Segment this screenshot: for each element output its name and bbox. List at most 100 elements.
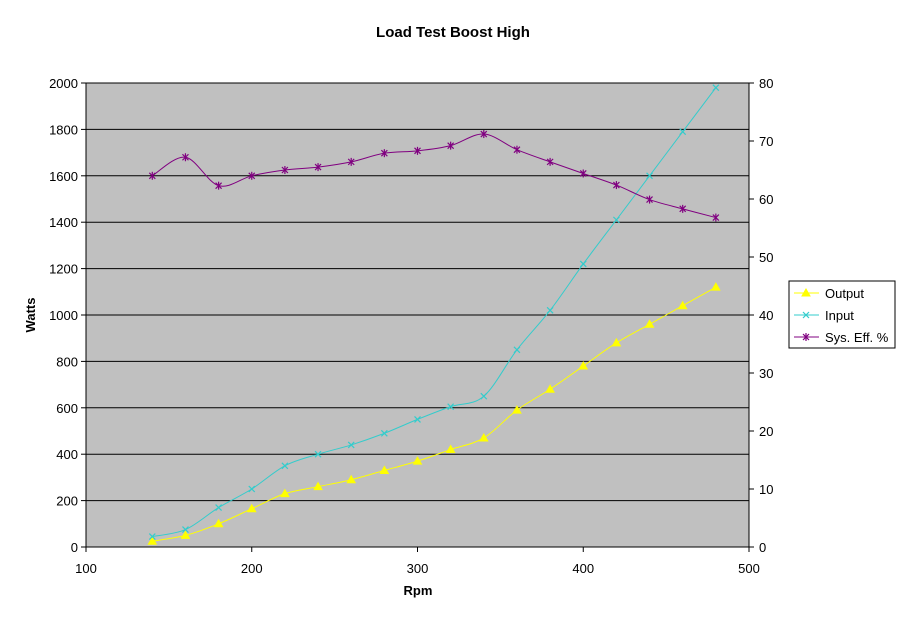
data-point-output [611, 337, 622, 347]
y-tick-label: 1200 [49, 262, 78, 277]
data-point-output [445, 444, 456, 454]
data-point-input [579, 260, 587, 268]
data-point-sys-eff [513, 145, 521, 154]
series-layer [147, 84, 721, 545]
data-point-sys-eff [646, 195, 653, 204]
data-point-input [513, 346, 521, 354]
data-point-sys-eff [347, 157, 355, 166]
data-point-input [215, 504, 223, 511]
data-point-output [677, 300, 688, 310]
legend: Output Input Sys. Eff. % [788, 280, 896, 349]
legend-label: Output [825, 286, 864, 301]
y-axis-label: Watts [23, 298, 38, 333]
data-point-sys-eff [314, 163, 322, 172]
data-point-output [412, 456, 423, 465]
legend-item-input: Input [794, 308, 854, 323]
y2-tick-label: 0 [759, 540, 766, 555]
data-point-sys-eff [215, 181, 223, 190]
y2-tick-label: 80 [759, 76, 773, 91]
x-tick-label: 200 [241, 561, 263, 576]
data-point-output [644, 319, 655, 328]
series-line-input [152, 87, 717, 538]
data-point-sys-eff [712, 213, 720, 222]
y2-tick-label: 30 [759, 366, 773, 381]
x-tick-label: 400 [572, 561, 594, 576]
legend-label: Input [825, 308, 854, 323]
data-point-sys-eff [414, 146, 421, 155]
data-point-input [447, 403, 455, 411]
legend-marker [802, 333, 810, 341]
data-point-input [414, 415, 421, 423]
data-point-sys-eff [182, 153, 189, 162]
legend-marker [802, 311, 810, 319]
legend-label: Sys. Eff. % [825, 330, 889, 345]
y2-axis-ticks: 0 10 20 30 40 50 60 70 80 [749, 76, 773, 555]
data-point-sys-eff [380, 149, 388, 158]
data-point-sys-eff [281, 166, 289, 174]
gridlines [86, 82, 749, 502]
data-point-sys-eff [579, 169, 587, 178]
y-tick-label: 800 [56, 354, 78, 369]
data-point-output [578, 361, 589, 370]
data-point-output [180, 530, 191, 539]
series-sys-eff [148, 130, 720, 222]
y-tick-label: 200 [56, 494, 78, 509]
data-point-output [213, 518, 224, 528]
legend-item-output: Output [794, 286, 864, 301]
data-point-output [313, 481, 323, 491]
x-axis-label: Rpm [404, 583, 433, 598]
data-point-input [182, 526, 189, 534]
y2-tick-label: 20 [759, 424, 773, 439]
data-point-output [280, 488, 290, 498]
series-line-sys-eff [152, 133, 716, 219]
data-point-input [712, 84, 720, 92]
data-point-sys-eff [447, 141, 455, 150]
y2-tick-label: 60 [759, 192, 773, 207]
data-point-input [679, 128, 687, 136]
data-point-input [380, 429, 388, 437]
data-point-output [710, 282, 721, 291]
x-tick-label: 100 [75, 561, 97, 576]
data-point-input [314, 450, 322, 458]
x-tick-label: 500 [738, 561, 760, 576]
x-axis-ticks: 100 200 300 400 500 [75, 547, 760, 576]
y2-tick-label: 40 [759, 308, 773, 323]
data-point-input [612, 216, 620, 224]
data-point-output [478, 432, 489, 442]
y-tick-label: 1600 [49, 169, 78, 184]
data-point-output [147, 536, 158, 545]
y2-tick-label: 70 [759, 134, 773, 149]
series-input [148, 84, 720, 540]
y-tick-label: 400 [56, 447, 78, 462]
y-tick-label: 0 [71, 540, 78, 555]
y-tick-label: 600 [56, 401, 78, 416]
y-tick-label: 1800 [49, 122, 78, 137]
data-point-sys-eff [480, 130, 488, 139]
y2-tick-label: 10 [759, 482, 773, 497]
data-point-sys-eff [679, 204, 687, 213]
data-point-input [148, 533, 156, 540]
data-point-input [347, 441, 355, 449]
data-point-input [646, 172, 653, 180]
data-point-input [281, 462, 289, 470]
data-point-input [480, 392, 488, 400]
data-point-sys-eff [612, 181, 620, 190]
y-tick-label: 1000 [49, 308, 78, 323]
legend-marker [801, 287, 811, 297]
y-tick-label: 1400 [49, 215, 78, 230]
data-point-output [246, 503, 257, 513]
y-axis-ticks: 0 200 400 600 800 1000 1200 1400 1600 1800 2000 [49, 76, 86, 555]
y2-tick-label: 50 [759, 250, 773, 265]
data-point-output [545, 384, 555, 393]
data-point-output [512, 405, 522, 414]
legend-item-sys-eff: Sys. Eff. % [794, 330, 889, 345]
data-point-sys-eff [148, 171, 156, 180]
data-point-input [248, 485, 256, 493]
data-point-output [379, 465, 390, 474]
y-tick-label: 2000 [49, 76, 78, 91]
data-point-input [546, 306, 554, 314]
data-point-output [346, 474, 357, 484]
chart-title: Load Test Boost High [376, 24, 530, 41]
x-tick-label: 300 [407, 561, 429, 576]
